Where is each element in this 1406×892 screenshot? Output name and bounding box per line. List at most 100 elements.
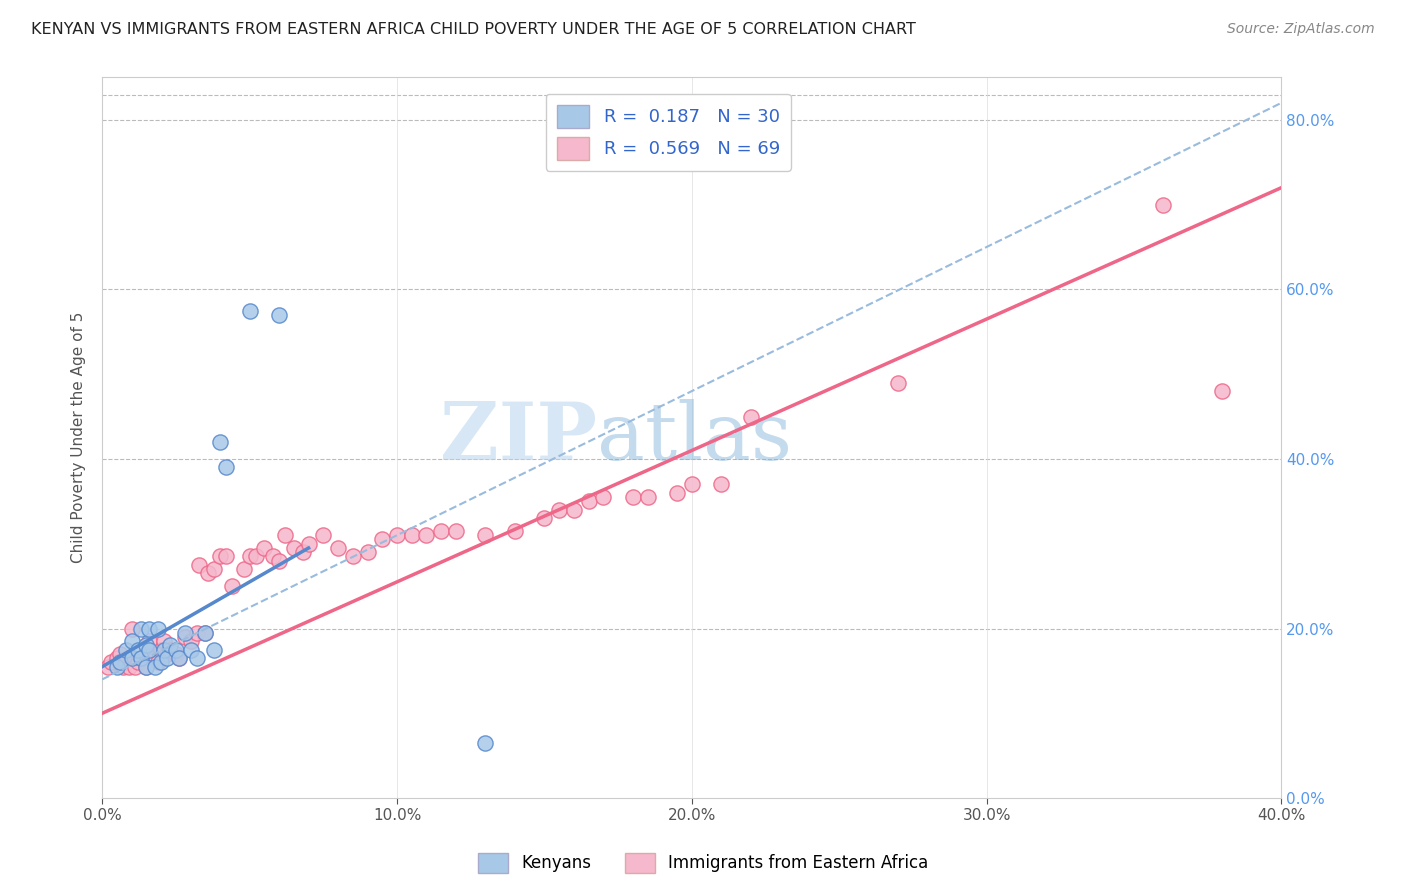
Point — [297, 537, 319, 551]
Point — [215, 549, 238, 564]
Point — [887, 376, 910, 390]
Point — [666, 486, 689, 500]
Legend: Kenyans, Immigrants from Eastern Africa: Kenyans, Immigrants from Eastern Africa — [471, 847, 935, 880]
Point — [356, 545, 378, 559]
Point — [474, 528, 496, 542]
Point — [385, 528, 408, 542]
Point — [138, 622, 160, 636]
Point — [100, 656, 122, 670]
Point — [215, 460, 238, 475]
Point — [148, 622, 170, 636]
Point — [371, 533, 394, 547]
Point — [150, 656, 173, 670]
Point — [97, 659, 120, 673]
Point — [267, 308, 290, 322]
Point — [135, 639, 157, 653]
Legend: R =  0.187   N = 30, R =  0.569   N = 69: R = 0.187 N = 30, R = 0.569 N = 69 — [546, 94, 790, 170]
Point — [121, 634, 143, 648]
Point — [342, 549, 364, 564]
Point — [159, 642, 181, 657]
Point — [262, 549, 284, 564]
Point — [153, 634, 176, 648]
Point — [121, 651, 143, 665]
Point — [267, 554, 290, 568]
Point — [173, 630, 195, 644]
Point — [135, 659, 157, 673]
Point — [129, 651, 152, 665]
Point — [245, 549, 267, 564]
Point — [186, 651, 208, 665]
Point — [138, 634, 160, 648]
Point — [153, 642, 176, 657]
Point — [562, 503, 585, 517]
Point — [415, 528, 437, 542]
Point — [548, 503, 571, 517]
Point — [202, 562, 225, 576]
Point — [114, 642, 136, 657]
Y-axis label: Child Poverty Under the Age of 5: Child Poverty Under the Age of 5 — [72, 312, 86, 564]
Point — [232, 562, 254, 576]
Point — [167, 651, 190, 665]
Point — [118, 659, 141, 673]
Point — [186, 625, 208, 640]
Point — [578, 494, 600, 508]
Point — [194, 625, 217, 640]
Point — [124, 659, 146, 673]
Point — [194, 625, 217, 640]
Point — [156, 651, 179, 665]
Point — [105, 651, 128, 665]
Point — [129, 622, 152, 636]
Point — [121, 622, 143, 636]
Point — [165, 642, 187, 657]
Point — [239, 303, 262, 318]
Point — [430, 524, 453, 538]
Point — [156, 647, 179, 661]
Point — [148, 656, 170, 670]
Point — [108, 656, 131, 670]
Point — [637, 490, 659, 504]
Point — [239, 549, 262, 564]
Point — [105, 659, 128, 673]
Point — [209, 549, 232, 564]
Point — [291, 545, 314, 559]
Point — [180, 634, 202, 648]
Point — [710, 477, 733, 491]
Point — [681, 477, 703, 491]
Point — [173, 625, 195, 640]
Point — [209, 435, 232, 450]
Text: atlas: atlas — [598, 399, 793, 476]
Point — [127, 656, 149, 670]
Point — [138, 642, 160, 657]
Point — [159, 639, 181, 653]
Point — [474, 736, 496, 750]
Point — [150, 642, 173, 657]
Point — [621, 490, 644, 504]
Point — [114, 656, 136, 670]
Point — [197, 566, 219, 581]
Point — [143, 659, 166, 673]
Point — [592, 490, 614, 504]
Point — [326, 541, 349, 555]
Point — [165, 647, 187, 661]
Point — [202, 642, 225, 657]
Point — [143, 651, 166, 665]
Point — [129, 651, 152, 665]
Point — [135, 659, 157, 673]
Point — [221, 579, 243, 593]
Point — [740, 409, 762, 424]
Point — [1153, 197, 1175, 211]
Text: ZIP: ZIP — [440, 399, 598, 476]
Point — [503, 524, 526, 538]
Point — [127, 642, 149, 657]
Point — [253, 541, 276, 555]
Point — [401, 528, 423, 542]
Point — [180, 642, 202, 657]
Point — [108, 647, 131, 661]
Point — [111, 659, 134, 673]
Point — [312, 528, 335, 542]
Text: Source: ZipAtlas.com: Source: ZipAtlas.com — [1227, 22, 1375, 37]
Point — [135, 647, 157, 661]
Point — [283, 541, 305, 555]
Text: KENYAN VS IMMIGRANTS FROM EASTERN AFRICA CHILD POVERTY UNDER THE AGE OF 5 CORREL: KENYAN VS IMMIGRANTS FROM EASTERN AFRICA… — [31, 22, 915, 37]
Point — [1211, 384, 1233, 398]
